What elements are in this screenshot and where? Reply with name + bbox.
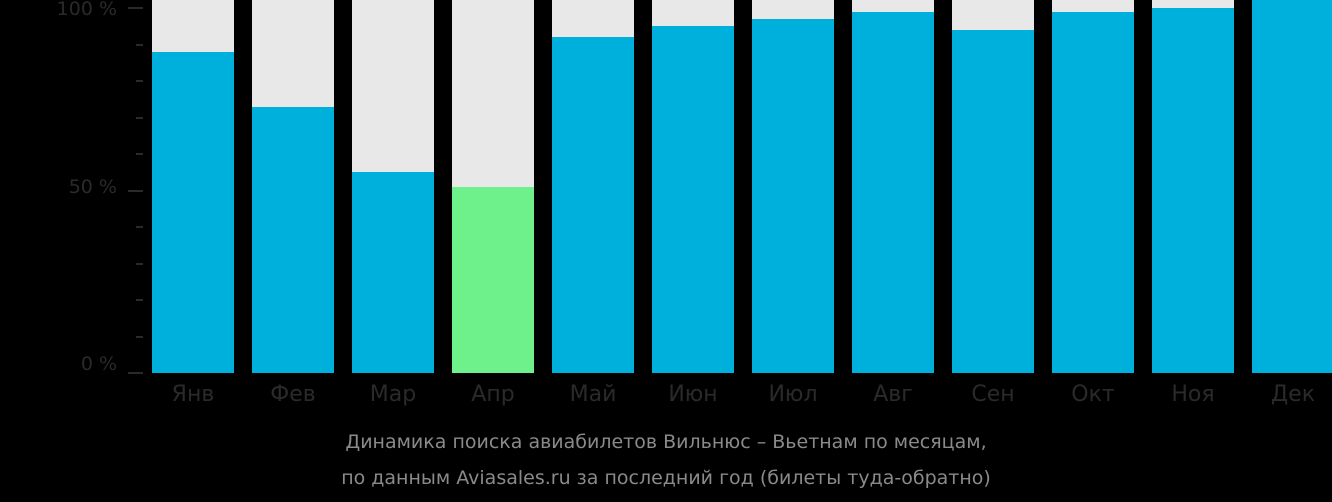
- bar-fill: [1252, 0, 1332, 373]
- bar-fill: [552, 37, 634, 373]
- y-tick: [136, 43, 143, 46]
- bar-fill: [452, 186, 534, 373]
- x-tick-label: Июн: [668, 382, 718, 407]
- y-tick: [136, 262, 143, 265]
- y-tick: [136, 80, 143, 82]
- x-tick-label: Мар: [369, 382, 417, 407]
- bar-8: [952, 0, 1034, 373]
- x-tick-label: Июл: [768, 382, 818, 407]
- x-tick-label: Авг: [873, 382, 913, 407]
- bar-fill: [252, 106, 334, 373]
- y-tick: [136, 153, 143, 155]
- x-tick-label: Май: [569, 382, 617, 407]
- bar-fill: [1152, 8, 1234, 373]
- bar-fill: [152, 51, 234, 373]
- x-tick-label: Сен: [971, 382, 1015, 407]
- bar-6: [752, 0, 834, 373]
- y-tick: [128, 189, 143, 192]
- bar-11: [1252, 0, 1332, 373]
- y-tick: [136, 299, 143, 301]
- bar-3: [452, 0, 534, 373]
- bar-5: [652, 0, 734, 373]
- y-tick: [136, 335, 143, 338]
- bar-1: [252, 0, 334, 373]
- x-tick-label: Янв: [171, 382, 215, 407]
- x-tick-label: Дек: [1270, 382, 1315, 407]
- x-tick-label: Фев: [270, 382, 316, 407]
- bar-7: [852, 0, 934, 373]
- bar-fill: [952, 29, 1034, 373]
- bar-fill: [752, 18, 834, 373]
- x-tick-label: Апр: [471, 382, 515, 407]
- bar-fill: [352, 172, 434, 373]
- bar-fill: [652, 26, 734, 373]
- bar-fill: [1052, 11, 1134, 373]
- chart-caption-line2: по данным Aviasales.ru за последний год …: [341, 467, 991, 489]
- x-tick-label: Ноя: [1171, 382, 1215, 407]
- y-tick: [136, 116, 143, 119]
- y-tick-label-0: 0 %: [80, 353, 117, 375]
- bar-2: [352, 0, 434, 373]
- bar-0: [152, 0, 234, 373]
- bar-4: [552, 0, 634, 373]
- y-tick-label-100: 100 %: [56, 0, 117, 20]
- y-tick: [128, 372, 143, 374]
- y-tick: [136, 226, 143, 228]
- x-tick-label: Окт: [1071, 382, 1115, 407]
- bar-fill: [852, 11, 934, 373]
- chart-caption-line1: Динамика поиска авиабилетов Вильнюс – Вь…: [345, 431, 987, 453]
- y-tick-label-50: 50 %: [68, 176, 117, 198]
- y-tick: [128, 7, 143, 9]
- bar-9: [1052, 0, 1134, 373]
- bar-10: [1152, 0, 1234, 373]
